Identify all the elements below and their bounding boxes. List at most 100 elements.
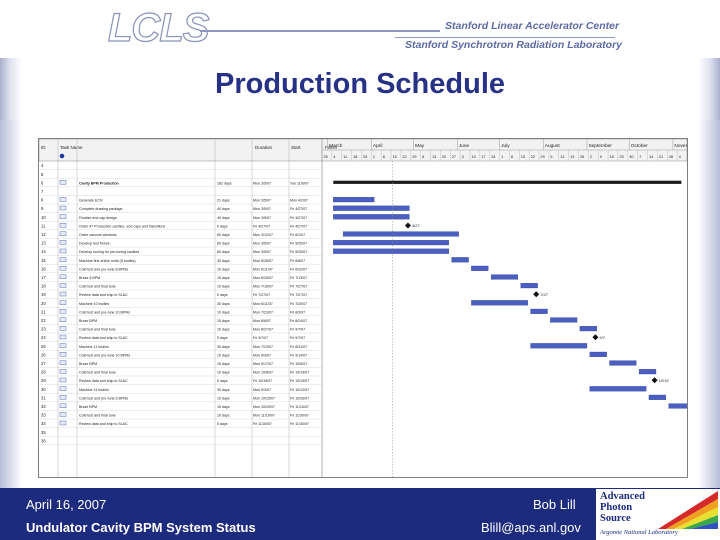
row-start: Mon 8/27/07 (253, 328, 273, 332)
row-start: Fri 9/7/07 (253, 336, 268, 340)
row-task-name: Cold test and final tune (79, 414, 116, 418)
row-finish: Fri 5/25/07 (290, 242, 307, 246)
week-label-22: 29 (541, 155, 545, 159)
row-id: 29 (41, 378, 46, 383)
row-task-name: Cavity BPM Production (79, 181, 119, 185)
task-note-icon (59, 231, 67, 237)
week-label-32: 7 (639, 155, 641, 159)
row-id: 20 (41, 301, 46, 306)
week-label-17: 24 (491, 155, 495, 159)
task-note-icon (59, 300, 67, 305)
row-task-name: Review data and ship to SLAC (79, 336, 128, 340)
week-label-2: 11 (343, 155, 347, 159)
task-bar (530, 343, 588, 349)
week-label-12: 20 (442, 155, 446, 159)
row-duration: 21 days (217, 199, 230, 203)
page-title: Production Schedule (214, 68, 506, 100)
row-duration: 10 days (217, 310, 230, 314)
side-shade-right (698, 120, 720, 492)
row-id: 13 (41, 241, 46, 246)
column-header-1: Task Name (60, 145, 83, 150)
row-finish: Fri 11/30/07 (290, 414, 309, 418)
row-finish: Fri 8/31/07 (290, 345, 307, 349)
row-finish: Mon 4/2/07 (290, 199, 308, 203)
row-id: 12 (41, 232, 46, 237)
task-note-icon (59, 308, 67, 314)
task-bar (648, 394, 667, 400)
row-finish: Fri 4/27/07 (290, 216, 307, 220)
row-start: Mon 10/29/07 (253, 405, 275, 409)
row-start: Mon 6/25/07 (253, 276, 273, 280)
task-note-icon (59, 360, 67, 366)
task-note-icon (59, 317, 67, 323)
row-finish: Fri 5/25/07 (290, 250, 307, 254)
row-task-name: Machine first article units (8 bodies) (79, 259, 136, 263)
week-label-9: 29 (412, 155, 416, 159)
row-start: Mon 10/15/07 (253, 396, 275, 400)
row-task-name: Machine 11 bodies (79, 388, 109, 392)
week-label-4: 25 (363, 155, 367, 159)
row-task-name: Braze BPM (79, 362, 97, 366)
column-header-3: Start (291, 145, 301, 150)
row-duration: 10 days (217, 396, 230, 400)
row-duration: 15 days (217, 405, 230, 409)
row-finish: Fri 9/7/07 (290, 328, 305, 332)
row-finish: Fri 11/16/07 (290, 405, 309, 409)
week-label-0: 25 (324, 155, 328, 159)
task-bar (342, 231, 459, 237)
week-label-14: 3 (462, 155, 464, 159)
week-label-33: 14 (649, 155, 653, 159)
row-finish: Fri 6/1/07 (290, 233, 305, 237)
row-duration: 40 days (217, 216, 230, 220)
column-header-4: Finish (325, 145, 338, 150)
org-line-1: Stanford Linear Accelerator Center (445, 20, 620, 32)
row-id: 22 (41, 318, 46, 323)
row-task-name: Cold test and pre-tune 10 BPMs (79, 353, 130, 357)
row-id: 23 (41, 327, 46, 332)
task-bar (550, 317, 578, 323)
aps-rainbow-graphic (658, 491, 718, 529)
row-finish: Fri 11/30/07 (290, 422, 309, 426)
task-note-icon (59, 326, 67, 331)
side-shade-left (0, 120, 22, 492)
row-id: 11 (41, 223, 46, 228)
row-duration: 15 days (217, 276, 230, 280)
task-note-icon (59, 222, 67, 228)
row-duration: 60 days (217, 250, 230, 254)
row-id: 36 (41, 438, 46, 443)
row-start: Fri 11/30/07 (253, 422, 272, 426)
row-finish: Fri 7/27/07 (290, 293, 307, 297)
column-header-2: Duration (255, 145, 273, 150)
row-task-name: Cold test and final tune (79, 285, 116, 289)
row-finish: Fri 9/7/07 (290, 336, 305, 340)
row-start: Mon 3/5/07 (253, 207, 271, 211)
row-duration: 30 days (217, 259, 230, 263)
task-note-icon (59, 386, 67, 391)
week-label-27: 2 (590, 155, 592, 159)
row-start: Mon 6/11/07 (253, 267, 273, 271)
task-bar (638, 369, 657, 375)
week-label-18: 1 (501, 155, 503, 159)
task-bar (333, 240, 449, 246)
row-duration: 40 days (217, 207, 230, 211)
month-label-7: October (631, 143, 648, 149)
row-start: Fri 10/19/07 (253, 379, 272, 383)
row-finish: Fri 8/24/07 (290, 319, 307, 323)
row-start: Fri 4/27/07 (253, 224, 270, 228)
week-label-35: 28 (669, 155, 673, 159)
lcls-logo: LCLS (107, 7, 210, 48)
row-id: 4 (41, 163, 44, 168)
row-id: 32 (41, 404, 46, 409)
row-finish: Fri 6/22/07 (290, 267, 307, 271)
row-id: 15 (41, 258, 46, 263)
task-note-icon (59, 412, 67, 417)
row-id: 27 (41, 361, 46, 366)
aps-logo-line-2: Photon (600, 502, 633, 513)
footer-email: Blill@aps.anl.gov (481, 520, 581, 535)
milestone-marker (651, 377, 658, 384)
aps-logo-sub: Argonne National Laboratory (600, 529, 678, 536)
row-task-name: Machine 10 bodies (79, 302, 109, 306)
row-task-name: Braze BPM (79, 319, 97, 323)
row-id: 25 (41, 344, 46, 349)
header-rule-2 (395, 37, 615, 38)
